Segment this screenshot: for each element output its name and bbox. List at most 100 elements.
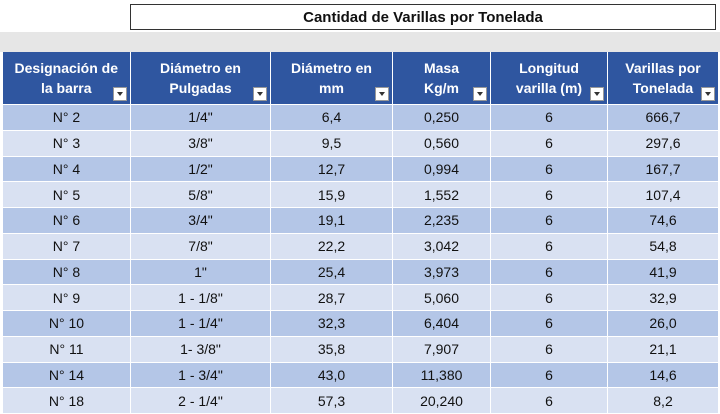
table-row: N° 2 1/4" 6,4 0,250 6 666,7 bbox=[2, 104, 719, 131]
table-cell: 3,973 bbox=[392, 258, 491, 286]
table-cell: 6 bbox=[490, 232, 608, 260]
table-cell: 22,2 bbox=[270, 232, 393, 260]
table-cell: 14,6 bbox=[607, 361, 719, 389]
header-cell: Masa Kg/m bbox=[392, 52, 491, 105]
table-cell: 35,8 bbox=[270, 335, 393, 363]
table-cell: 167,7 bbox=[607, 155, 719, 183]
table-cell: 28,7 bbox=[270, 284, 393, 311]
header-text: la barra bbox=[40, 80, 92, 96]
table-cell: 43,0 bbox=[270, 361, 393, 389]
table-cell: 6 bbox=[490, 335, 608, 363]
table-cell: 6,404 bbox=[392, 310, 491, 337]
table-cell: 21,1 bbox=[607, 335, 719, 363]
table-cell: N° 11 bbox=[2, 335, 131, 363]
table-cell: N° 8 bbox=[2, 258, 131, 286]
table-cell: N° 10 bbox=[2, 310, 131, 337]
header-text: mm bbox=[319, 80, 344, 96]
table-cell: N° 2 bbox=[2, 104, 131, 131]
header-text: Kg/m bbox=[424, 80, 459, 96]
table-cell: 11,380 bbox=[392, 361, 491, 389]
table-cell: 0,250 bbox=[392, 104, 491, 131]
table-cell: 7/8" bbox=[130, 232, 271, 260]
filter-button[interactable] bbox=[701, 87, 715, 101]
table-cell: 2,235 bbox=[392, 207, 491, 234]
table-cell: N° 14 bbox=[2, 361, 131, 389]
header-text: Longitud bbox=[519, 60, 579, 76]
table-cell: 6 bbox=[490, 361, 608, 389]
table-cell: 0,560 bbox=[392, 129, 491, 157]
table-cell: 15,9 bbox=[270, 181, 393, 208]
header-cell: Varillas por Tonelada bbox=[607, 52, 719, 105]
table-cell: 6 bbox=[490, 129, 608, 157]
filter-button[interactable] bbox=[253, 87, 267, 101]
header-text: Pulgadas bbox=[169, 80, 232, 96]
table-cell: 74,6 bbox=[607, 207, 719, 234]
filter-button[interactable] bbox=[473, 87, 487, 101]
table-cell: 1" bbox=[130, 258, 271, 286]
table-cell: 54,8 bbox=[607, 232, 719, 260]
table-cell: N° 7 bbox=[2, 232, 131, 260]
header-text: varilla (m) bbox=[515, 80, 583, 96]
table-cell: 107,4 bbox=[607, 181, 719, 208]
table-row: N° 11 1- 3/8" 35,8 7,907 6 21,1 bbox=[2, 335, 719, 363]
table-row: N° 4 1/2" 12,7 0,994 6 167,7 bbox=[2, 155, 719, 183]
table-cell: 1/4" bbox=[130, 104, 271, 131]
table-cell: 1 - 1/4" bbox=[130, 310, 271, 337]
table-row: N° 10 1 - 1/4" 32,3 6,404 6 26,0 bbox=[2, 310, 719, 337]
spreadsheet: Cantidad de Varillas por Tonelada Design… bbox=[0, 4, 720, 414]
table-cell: 6 bbox=[490, 155, 608, 183]
table-row: N° 5 5/8" 15,9 1,552 6 107,4 bbox=[2, 181, 719, 208]
header-row: Designación de la barra Diámetro en Pulgada… bbox=[2, 52, 719, 105]
table-cell: 6 bbox=[490, 284, 608, 311]
table-cell: 12,7 bbox=[270, 155, 393, 183]
header-text: Varillas por bbox=[625, 60, 701, 76]
table-cell: 7,907 bbox=[392, 335, 491, 363]
table-cell: 25,4 bbox=[270, 258, 393, 286]
table-cell: N° 9 bbox=[2, 284, 131, 311]
table-cell: 9,5 bbox=[270, 129, 393, 157]
header-cell: Longitud varilla (m) bbox=[490, 52, 608, 105]
table-cell: N° 4 bbox=[2, 155, 131, 183]
table-cell: N° 6 bbox=[2, 207, 131, 234]
table-cell: 1 - 3/4" bbox=[130, 361, 271, 389]
table-cell: 26,0 bbox=[607, 310, 719, 337]
table-cell: N° 5 bbox=[2, 181, 131, 208]
header-text: Designación de bbox=[14, 60, 118, 76]
table-cell: 32,3 bbox=[270, 310, 393, 337]
table-cell: 297,6 bbox=[607, 129, 719, 157]
table-cell: 6 bbox=[490, 310, 608, 337]
table-cell: 19,1 bbox=[270, 207, 393, 234]
header-text: Diámetro en bbox=[291, 60, 372, 76]
empty-row bbox=[0, 32, 720, 52]
filter-button[interactable] bbox=[590, 87, 604, 101]
table-cell: 1,552 bbox=[392, 181, 491, 208]
table-row: N° 8 1" 25,4 3,973 6 41,9 bbox=[2, 258, 719, 286]
table-cell: 1/2" bbox=[130, 155, 271, 183]
table-cell: 6 bbox=[490, 207, 608, 234]
table-cell: 6 bbox=[490, 104, 608, 131]
table-row: N° 3 3/8" 9,5 0,560 6 297,6 bbox=[2, 129, 719, 157]
table-row: N° 7 7/8" 22,2 3,042 6 54,8 bbox=[2, 232, 719, 260]
table-cell: N° 3 bbox=[2, 129, 131, 157]
table-cell: 1- 3/8" bbox=[130, 335, 271, 363]
table-cell: 5,060 bbox=[392, 284, 491, 311]
table-cell: 6 bbox=[490, 181, 608, 208]
table-row: N° 14 1 - 3/4" 43,0 11,380 6 14,6 bbox=[2, 361, 719, 389]
filter-button[interactable] bbox=[113, 87, 127, 101]
filter-button[interactable] bbox=[375, 87, 389, 101]
header-text: Diámetro en bbox=[160, 60, 241, 76]
header-cell: Diámetro en Pulgadas bbox=[130, 52, 271, 105]
table-title: Cantidad de Varillas por Tonelada bbox=[130, 4, 716, 30]
table-cell: 6,4 bbox=[270, 104, 393, 131]
header-text: Masa bbox=[423, 60, 460, 76]
table-cell: 3/4" bbox=[130, 207, 271, 234]
data-table: Designación de la barra Diámetro en Pulgada… bbox=[2, 52, 719, 414]
header-cell: Diámetro en mm bbox=[270, 52, 393, 105]
table-cell: 3/8" bbox=[130, 129, 271, 157]
table-cell: 32,9 bbox=[607, 284, 719, 311]
table-row: N° 6 3/4" 19,1 2,235 6 74,6 bbox=[2, 207, 719, 234]
table-cell: 6 bbox=[490, 258, 608, 286]
table-cell: 41,9 bbox=[607, 258, 719, 286]
table-cell: 5/8" bbox=[130, 181, 271, 208]
